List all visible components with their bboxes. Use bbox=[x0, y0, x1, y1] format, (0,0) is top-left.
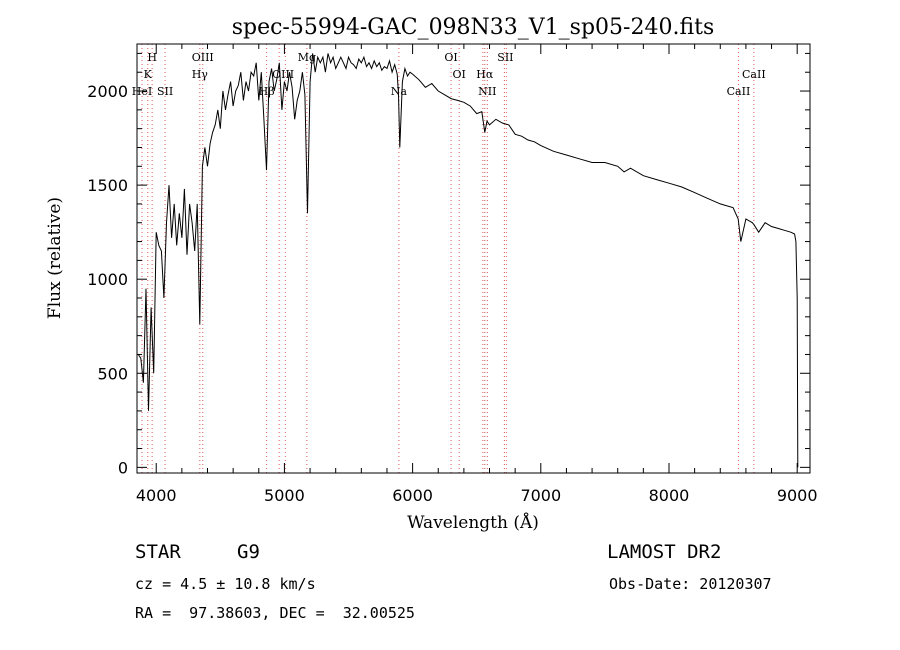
y-tick-label: 500 bbox=[97, 364, 128, 383]
y-tick-label: 0 bbox=[118, 458, 128, 477]
data-release: LAMOST DR2 bbox=[607, 541, 722, 563]
spectral-line-label: SII bbox=[157, 85, 173, 98]
spectrum-series-line bbox=[137, 53, 799, 468]
y-axis-label: Flux (relative) bbox=[45, 197, 65, 319]
plot-frame bbox=[136, 43, 811, 474]
coordinates-readout: RA = 97.38603, DEC = 32.00525 bbox=[135, 604, 415, 622]
spectral-line-label: Hβ bbox=[259, 85, 275, 98]
spectral-line-label: Hγ bbox=[192, 68, 209, 81]
spectral-line-label: CaII bbox=[742, 68, 766, 81]
y-tick-label: 1000 bbox=[87, 270, 128, 289]
x-axis-label: Wavelength (Å) bbox=[407, 512, 539, 533]
observation-date: Obs-Date: 20120307 bbox=[609, 575, 772, 593]
spectral-line-label: NII bbox=[478, 85, 496, 98]
x-tick-label: 6000 bbox=[392, 486, 433, 505]
spectral-line-label: H bbox=[147, 51, 157, 64]
y-axis-ticks: 0 500 1000 1500 2000 bbox=[87, 52, 810, 477]
x-tick-label: 5000 bbox=[264, 486, 305, 505]
spectral-line-label: Mg bbox=[298, 51, 316, 64]
spectral-line-markers bbox=[141, 44, 755, 473]
x-tick-label: 7000 bbox=[520, 486, 561, 505]
x-axis-ticks: 4000 5000 6000 7000 8000 9000 bbox=[136, 44, 818, 505]
redshift-readout: cz = 4.5 ± 10.8 km/s bbox=[135, 575, 316, 593]
x-tick-label: 9000 bbox=[777, 486, 818, 505]
x-tick-label: 4000 bbox=[136, 486, 177, 505]
object-class: STAR bbox=[135, 541, 181, 563]
spectral-line-label: OI bbox=[444, 51, 457, 64]
spectral-line-label: OIII bbox=[192, 51, 214, 64]
spectral-line-label: OI bbox=[452, 68, 465, 81]
x-tick-label: 8000 bbox=[649, 486, 690, 505]
spectral-line-label: K bbox=[144, 68, 153, 81]
spectral-line-label: Na bbox=[391, 85, 408, 98]
y-tick-label: 2000 bbox=[87, 82, 128, 101]
spectral-line-label: CaII bbox=[727, 85, 751, 98]
spectral-line-label: SII bbox=[497, 51, 513, 64]
object-subclass: G9 bbox=[237, 541, 260, 563]
chart-title: spec-55994-GAC_098N33_V1_sp05-240.fits bbox=[232, 15, 715, 40]
y-tick-label: 1500 bbox=[87, 176, 128, 195]
spectral-line-label: Hα bbox=[476, 68, 494, 81]
